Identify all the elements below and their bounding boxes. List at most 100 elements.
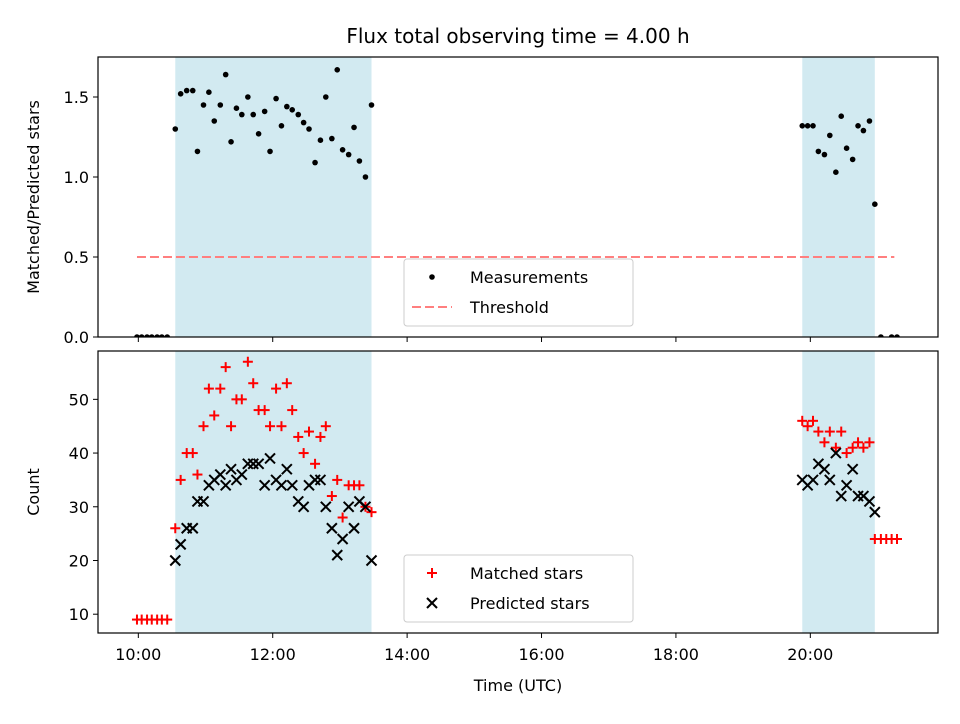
- point-matched-stars-49: [830, 442, 841, 453]
- point-predicted-stars-29: [331, 549, 343, 561]
- point-measurements-26: [278, 123, 285, 129]
- point-matched-stars-26: [276, 421, 287, 432]
- point-matched-stars-27: [281, 378, 292, 389]
- point-predicted-stars-32: [348, 522, 360, 534]
- plot-area: [134, 67, 900, 337]
- point-measurements-53: [855, 123, 861, 129]
- point-measurements-56: [872, 201, 878, 207]
- point-matched-stars-54: [858, 442, 869, 453]
- point-predicted-stars-3: [187, 522, 199, 534]
- legend-swatch: [429, 274, 435, 280]
- point-predicted-stars-26: [314, 474, 327, 486]
- x-tick-label: 12:00: [250, 645, 296, 664]
- point-measurements-1: [138, 334, 145, 337]
- x-tick-label: 14:00: [384, 645, 430, 664]
- point-matched-stars-24: [265, 421, 276, 432]
- point-predicted-stars-45: [846, 463, 859, 475]
- x-b: [297, 501, 310, 513]
- point-matched-stars-28: [287, 405, 298, 416]
- point-predicted-stars-20: [281, 463, 293, 475]
- point-measurements-24: [267, 148, 273, 155]
- point-measurements-5: [159, 334, 165, 337]
- x-b: [270, 474, 282, 486]
- point-predicted-stars-28: [326, 522, 338, 534]
- legend: Measurements Threshold: [403, 258, 634, 327]
- x-b: [846, 463, 859, 475]
- legend-swatch: [427, 568, 437, 578]
- point-predicted-stars-1: [174, 538, 187, 551]
- point-matched-stars-37: [337, 512, 348, 523]
- point-measurements-15: [217, 102, 224, 108]
- x-b: [258, 479, 271, 491]
- point-measurements-43: [799, 123, 806, 129]
- x-b: [824, 474, 836, 486]
- x-b: [197, 495, 210, 508]
- point-predicted-stars-23: [297, 501, 310, 513]
- x-b: [840, 479, 853, 491]
- point-measurements-20: [245, 94, 251, 100]
- point-measurements-23: [261, 108, 268, 115]
- x-b: [252, 458, 265, 470]
- point-measurements-19: [239, 111, 245, 118]
- x-b: [236, 468, 248, 481]
- legend-label: Matched stars: [470, 564, 583, 583]
- point-predicted-stars-19: [275, 479, 288, 491]
- x-tick-label: 10:00: [115, 645, 161, 664]
- point-matched-stars-36: [332, 474, 343, 485]
- point-matched-stars-15: [215, 383, 226, 394]
- axes-frame: [97, 56, 939, 338]
- legend-label: Threshold: [469, 298, 549, 317]
- point-matched-stars-16: [220, 362, 231, 373]
- point-measurements-9: [183, 87, 190, 94]
- point-measurements-18: [233, 105, 240, 111]
- point-measurements-13: [206, 89, 212, 95]
- point-measurements-6: [164, 334, 171, 337]
- point-measurements-10: [189, 87, 196, 94]
- legend-box: [403, 554, 634, 623]
- y-tick-label: 20: [69, 551, 89, 570]
- y-axis-label: Matched/Predicted stars: [24, 100, 43, 294]
- x-b: [214, 468, 227, 481]
- point-predicted-stars-48: [863, 495, 876, 508]
- y-tick-label: 50: [69, 390, 89, 409]
- point-predicted-stars-21: [286, 479, 298, 491]
- point-matched-stars-10: [187, 448, 198, 459]
- point-measurements-47: [821, 151, 828, 158]
- x-b: [359, 501, 372, 513]
- legend: Matched stars Predicted stars: [403, 554, 634, 623]
- panel-ratio: 0.0 0.5 1.0 1.5 Matched/Predicted stars Measu…: [24, 56, 939, 347]
- point-matched-stars-12: [198, 421, 209, 432]
- x-b: [174, 538, 187, 551]
- point-matched-stars-6: [162, 614, 173, 625]
- point-measurements-3: [148, 334, 155, 337]
- point-matched-stars-35: [326, 491, 337, 502]
- point-predicted-stars-8: [214, 468, 227, 481]
- x-b: [275, 479, 288, 491]
- point-matched-stars-42: [366, 507, 377, 518]
- point-measurements-55: [866, 118, 873, 124]
- point-matched-stars-44: [802, 421, 813, 432]
- x-b: [331, 549, 343, 561]
- chart-title: Flux total observing time = 4.00 h: [346, 24, 689, 48]
- x-b: [818, 463, 831, 475]
- x-b: [365, 554, 378, 567]
- x-tick-label: 16:00: [518, 645, 564, 664]
- x-b: [342, 501, 355, 513]
- point-matched-stars-47: [819, 437, 830, 448]
- point-measurements-12: [200, 102, 207, 108]
- legend-box: [403, 258, 634, 327]
- x-b: [314, 474, 327, 486]
- point-measurements-29: [295, 111, 302, 118]
- point-measurements-31: [306, 126, 312, 132]
- y-tick-label: 40: [69, 444, 89, 463]
- point-measurements-21: [250, 111, 257, 118]
- panel-counts: 10 20 30 40 50 10:00 12:00 14:00 16:00 18:00 20:00…: [24, 350, 939, 664]
- x-b: [225, 463, 237, 475]
- point-measurements-52: [849, 156, 856, 163]
- point-matched-stars-52: [847, 442, 858, 453]
- point-measurements-33: [317, 137, 324, 143]
- point-measurements-40: [356, 158, 363, 164]
- point-predicted-stars-38: [807, 474, 819, 486]
- point-matched-stars-13: [203, 383, 214, 394]
